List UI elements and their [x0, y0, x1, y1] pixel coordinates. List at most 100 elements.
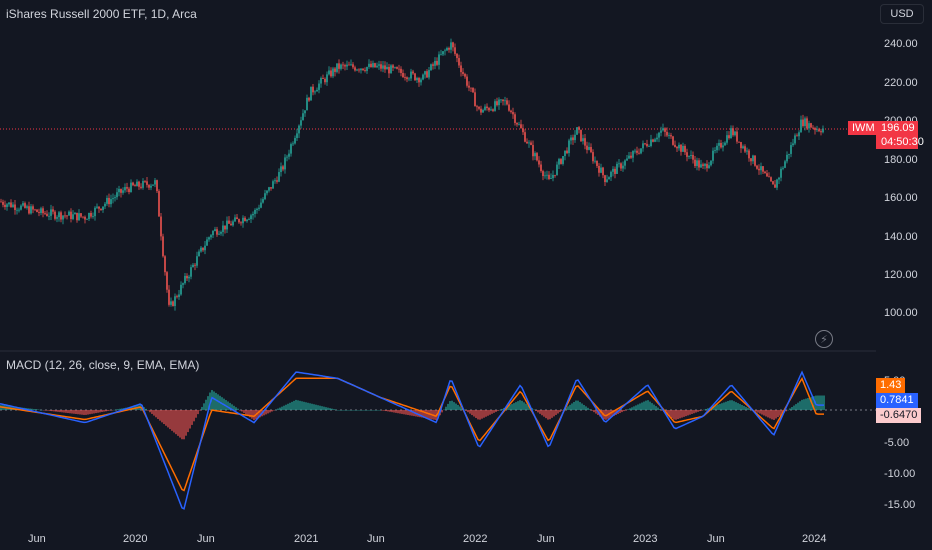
histogram-bar — [775, 410, 777, 419]
histogram-bar — [241, 410, 243, 412]
histogram-bar — [679, 410, 681, 419]
histogram-bar — [209, 392, 211, 410]
histogram-bar — [591, 410, 593, 411]
histogram-bar — [51, 410, 53, 412]
histogram-bar — [271, 410, 273, 412]
histogram-bar — [731, 400, 733, 410]
histogram-bar — [245, 410, 247, 415]
histogram-bar — [787, 409, 789, 411]
histogram-bar — [97, 410, 99, 413]
candle-body — [308, 97, 310, 101]
histogram-bar — [349, 410, 351, 411]
histogram-bar — [483, 410, 485, 418]
candle-body — [688, 155, 690, 157]
histogram-bar — [447, 403, 449, 410]
histogram-bar — [567, 406, 569, 410]
histogram-bar — [557, 410, 559, 414]
candle-body — [410, 71, 412, 79]
candle-body — [462, 72, 464, 74]
histogram-bar — [411, 410, 413, 416]
candle-body — [620, 163, 622, 169]
candle-body — [714, 150, 716, 152]
candle-body — [772, 181, 774, 185]
histogram-bar — [487, 410, 489, 416]
candle-body — [420, 79, 422, 83]
macd-title[interactable]: MACD (12, 26, close, 9, EMA, EMA) — [6, 358, 200, 372]
histogram-bar — [565, 407, 567, 410]
candle-body — [188, 276, 190, 279]
histogram-bar — [491, 410, 493, 414]
histogram-bar — [183, 410, 185, 440]
candle-body — [350, 64, 352, 66]
candle-body — [166, 272, 168, 290]
candle-body — [128, 188, 130, 193]
histogram-bar — [195, 410, 197, 418]
histogram-bar — [641, 402, 643, 410]
histogram-bar — [351, 410, 353, 411]
macd-tick: -15.00 — [884, 499, 916, 511]
histogram-bar — [55, 410, 57, 412]
candle-body — [444, 50, 446, 52]
histogram-bar — [643, 401, 645, 410]
candle-body — [398, 68, 400, 70]
candle-body — [184, 275, 186, 284]
candle-body — [670, 135, 672, 137]
candle-body — [352, 64, 354, 68]
candle-body — [518, 124, 520, 126]
candle-body — [794, 135, 796, 144]
candle-body — [86, 219, 88, 220]
histogram-bar — [721, 403, 723, 410]
candle-body — [810, 123, 812, 128]
candle-body — [0, 201, 2, 203]
candle-body — [386, 66, 388, 70]
histogram-bar — [763, 410, 765, 416]
histogram-bar — [621, 410, 623, 413]
candle-body — [510, 110, 512, 113]
histogram-bar — [577, 400, 579, 410]
candle-body — [474, 92, 476, 107]
candle-body — [554, 174, 556, 176]
candle-body — [286, 156, 288, 158]
candle-body — [336, 63, 338, 72]
histogram-bar — [75, 410, 77, 414]
candle-body — [108, 197, 110, 205]
histogram-bar — [819, 395, 821, 410]
histogram-bar — [39, 409, 41, 411]
histogram-bar — [423, 410, 425, 418]
candle-body — [490, 109, 492, 111]
chart-title[interactable]: iShares Russell 2000 ETF, 1D, Arca — [6, 7, 197, 21]
histogram-bar — [687, 410, 689, 416]
candle-body — [422, 74, 424, 80]
candle-body — [672, 136, 674, 145]
candle-body — [346, 64, 348, 67]
candle-body — [754, 155, 756, 166]
histogram-bar — [561, 410, 563, 411]
histogram-bar — [31, 408, 33, 410]
histogram-bar — [217, 394, 219, 410]
price-tick: 100.00 — [884, 307, 918, 319]
candle-body — [640, 148, 642, 154]
macd-line — [0, 370, 824, 510]
currency-button[interactable]: USD — [880, 4, 924, 24]
histogram-bar — [537, 410, 539, 413]
candle-body — [504, 100, 506, 102]
candle-body — [580, 129, 582, 142]
histogram-bar — [211, 390, 213, 410]
candle-body — [692, 154, 694, 160]
candle-body — [516, 122, 518, 125]
histogram-bar — [425, 410, 427, 419]
histogram-bar — [767, 410, 769, 418]
histogram-bar — [449, 401, 451, 410]
histogram-bar — [535, 410, 537, 411]
lightning-icon[interactable]: ⚡ — [815, 330, 833, 348]
histogram-bar — [611, 410, 613, 417]
histogram-bar — [121, 408, 123, 410]
histogram-bar — [555, 410, 557, 415]
candle-body — [418, 78, 420, 83]
histogram-bar — [369, 410, 371, 411]
candle-body — [106, 197, 108, 204]
candle-body — [468, 85, 470, 88]
candle-body — [752, 155, 754, 162]
candle-body — [316, 89, 318, 92]
